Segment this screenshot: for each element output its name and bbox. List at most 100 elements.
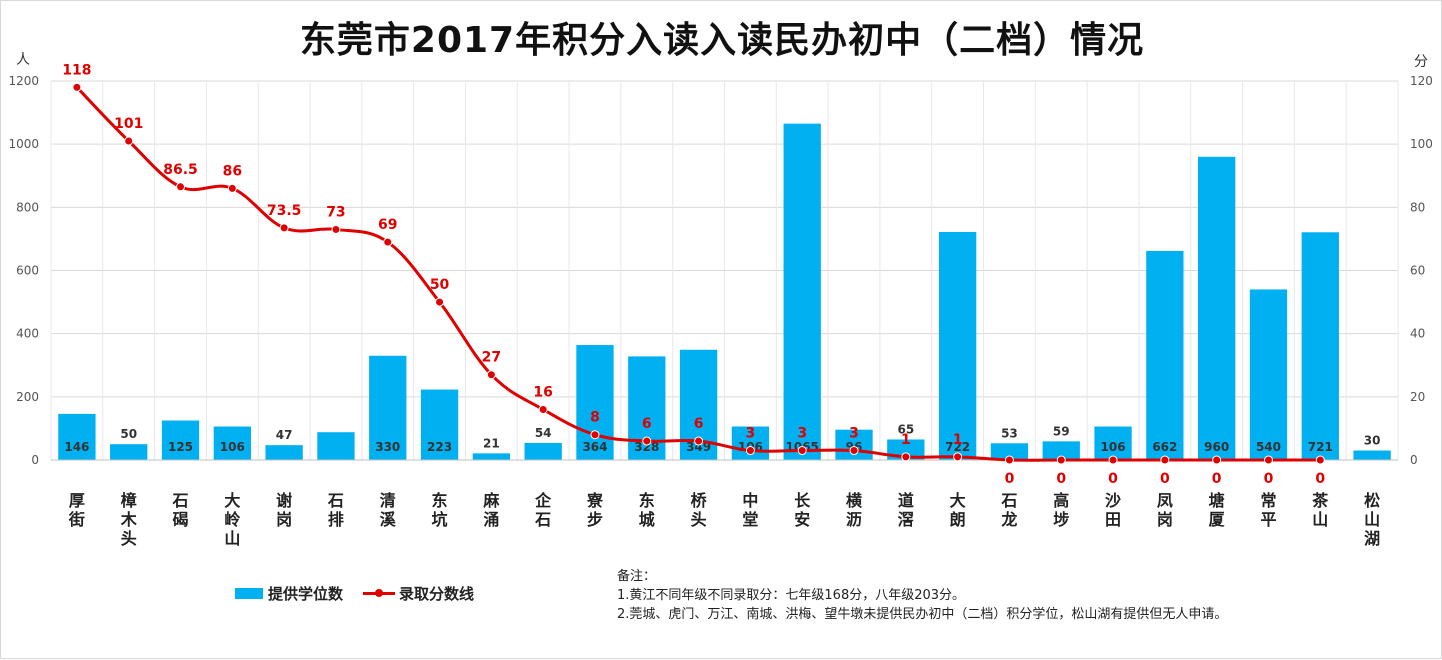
bar-data-label: 146 [64, 440, 89, 454]
x-category-label: 茶 [1311, 491, 1329, 510]
x-category-label: 溪 [380, 510, 397, 529]
left-axis-unit: 人 [16, 52, 30, 68]
x-category-label: 朗 [950, 510, 966, 529]
x-category-label: 石 [1000, 491, 1017, 510]
notes-heading: 备注： [617, 569, 657, 584]
x-category-label: 沙 [1105, 491, 1121, 510]
x-category-label: 长 [794, 491, 811, 510]
score-point [797, 446, 807, 456]
bar [990, 443, 1029, 460]
score-point [642, 436, 652, 446]
x-category-label: 寮 [586, 491, 604, 510]
bar [783, 123, 821, 460]
y-left-tick-label: 1200 [8, 74, 39, 88]
x-category-label: 山 [1312, 510, 1328, 529]
bar-data-label: 223 [427, 440, 452, 454]
score-data-label: 6 [694, 416, 704, 432]
x-category-label: 街 [68, 510, 85, 529]
x-category-label: 东 [432, 491, 448, 510]
score-point [279, 223, 289, 233]
score-data-label: 3 [797, 426, 807, 442]
bar-data-label: 54 [535, 426, 552, 440]
x-category-label: 石 [172, 491, 189, 510]
bar [369, 355, 407, 460]
score-point [590, 430, 600, 440]
bar [1249, 289, 1288, 460]
bar-data-label: 330 [375, 440, 400, 454]
x-category-label: 山 [1364, 510, 1380, 529]
notes-line-1: 1.黄江不同年级不同录取分：七年级168分，八年级203分。 [617, 588, 966, 603]
bar [1042, 441, 1080, 460]
bar [576, 345, 614, 460]
bar-data-label: 540 [1256, 440, 1281, 454]
score-data-label: 86.5 [163, 162, 198, 178]
score-point [1108, 455, 1118, 465]
bar-data-label: 53 [1001, 426, 1018, 440]
x-category-label: 塘 [1209, 491, 1225, 510]
x-category-label: 岗 [1157, 510, 1173, 529]
x-category-label: 石 [534, 510, 551, 529]
x-category-label: 木 [120, 510, 138, 529]
x-category-label: 岗 [276, 510, 292, 529]
x-category-label: 凤 [1157, 491, 1173, 510]
score-data-label: 69 [378, 217, 397, 233]
score-data-label: 3 [746, 426, 756, 442]
score-data-label: 118 [62, 62, 91, 78]
bar-data-label: 106 [220, 440, 245, 454]
score-point [176, 182, 186, 192]
bar [1146, 250, 1184, 460]
x-category-label: 头 [121, 529, 137, 548]
score-point [383, 237, 393, 247]
score-point [1004, 455, 1014, 465]
bar [1198, 156, 1236, 461]
score-data-label: 1 [953, 432, 963, 448]
score-data-label: 27 [482, 350, 501, 366]
x-category-label: 东 [639, 491, 655, 510]
score-point [227, 183, 237, 193]
score-data-label: 0 [1160, 471, 1170, 487]
y-left-tick-label: 200 [16, 390, 39, 404]
score-point [1315, 455, 1325, 465]
bar [213, 426, 251, 460]
x-category-label: 樟 [121, 491, 137, 510]
bar-data-label: 21 [483, 436, 500, 450]
score-point [1212, 455, 1222, 465]
notes-line-2: 2.莞城、虎门、万江、南城、洪梅、望牛墩未提供民办初中（二档）积分学位，松山湖有… [617, 607, 1228, 622]
x-category-label: 大 [950, 491, 966, 510]
x-category-label: 松 [1364, 491, 1380, 510]
score-data-label: 0 [1108, 471, 1118, 487]
chart-title: 东莞市2017年积分入读入读民办初中（二档）情况 [299, 20, 1145, 61]
score-point [538, 404, 548, 414]
x-category-label: 中 [742, 491, 758, 510]
legend-bar-label: 提供学位数 [268, 585, 344, 603]
bar [265, 445, 303, 460]
chart-legend: 提供学位数 录取分数线 [235, 583, 494, 604]
y-right-tick-label: 80 [1410, 200, 1425, 214]
score-point [1263, 455, 1273, 465]
x-category-label: 湖 [1364, 529, 1380, 548]
x-category-label: 城 [639, 510, 655, 529]
bar [1353, 450, 1391, 460]
score-point [72, 82, 82, 92]
bar-data-label: 364 [582, 440, 607, 454]
x-category-label: 清 [380, 491, 396, 510]
bar [317, 432, 355, 460]
score-point [745, 446, 755, 456]
bar-data-label: 106 [1101, 440, 1126, 454]
x-category-label: 坑 [432, 510, 448, 529]
score-data-label: 1 [901, 432, 911, 448]
x-category-label: 岭 [224, 510, 240, 529]
bar-data-label: 721 [1308, 440, 1333, 454]
legend-line-label: 录取分数线 [399, 585, 475, 603]
bar-data-label: 662 [1152, 440, 1177, 454]
x-category-label: 堂 [742, 510, 758, 529]
bar-data-label: 125 [168, 440, 193, 454]
x-category-label: 厦 [1209, 510, 1226, 529]
score-point [124, 136, 134, 146]
score-point [486, 370, 496, 380]
x-category-label: 石 [327, 491, 344, 510]
bar-data-label: 349 [686, 440, 711, 454]
y-left-tick-label: 600 [16, 264, 39, 278]
x-category-label: 高 [1053, 491, 1069, 510]
y-left-tick-label: 400 [16, 327, 39, 341]
